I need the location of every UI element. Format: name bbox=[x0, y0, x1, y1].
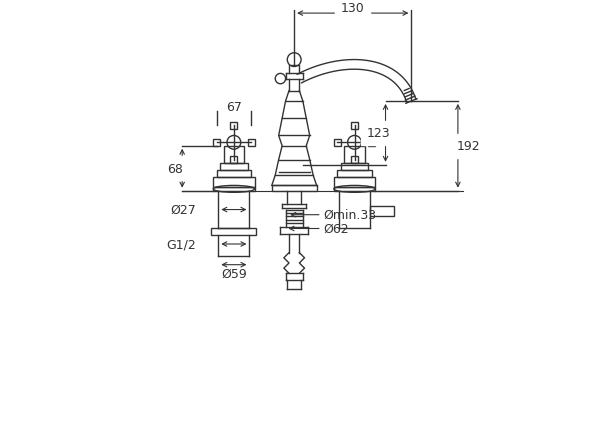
Text: 192: 192 bbox=[457, 140, 480, 153]
Bar bbox=[334, 188, 375, 191]
Text: Ømin.33: Ømin.33 bbox=[324, 209, 377, 222]
Bar bbox=[230, 157, 238, 164]
Bar bbox=[217, 170, 251, 177]
Bar bbox=[368, 140, 375, 147]
Bar bbox=[334, 177, 375, 188]
Bar bbox=[213, 140, 220, 147]
Bar bbox=[334, 140, 341, 147]
Bar bbox=[272, 186, 316, 191]
Bar bbox=[351, 122, 358, 129]
Bar bbox=[230, 122, 238, 129]
Text: 130: 130 bbox=[341, 3, 365, 15]
Text: 68: 68 bbox=[167, 162, 183, 175]
Bar bbox=[337, 170, 372, 177]
Bar bbox=[213, 188, 254, 191]
Text: Ø27: Ø27 bbox=[170, 204, 196, 216]
Text: 123: 123 bbox=[367, 127, 390, 140]
Bar bbox=[211, 229, 256, 236]
Text: Ø62: Ø62 bbox=[324, 222, 349, 236]
Bar bbox=[248, 140, 254, 147]
Text: G1/2: G1/2 bbox=[166, 238, 196, 251]
Bar bbox=[223, 147, 244, 164]
Bar bbox=[370, 207, 394, 217]
Bar bbox=[344, 147, 365, 164]
Bar bbox=[351, 157, 358, 164]
Bar bbox=[213, 177, 254, 188]
Text: 67: 67 bbox=[226, 101, 242, 113]
Bar bbox=[220, 164, 248, 170]
Bar bbox=[341, 164, 368, 170]
Text: Ø59: Ø59 bbox=[221, 267, 247, 280]
